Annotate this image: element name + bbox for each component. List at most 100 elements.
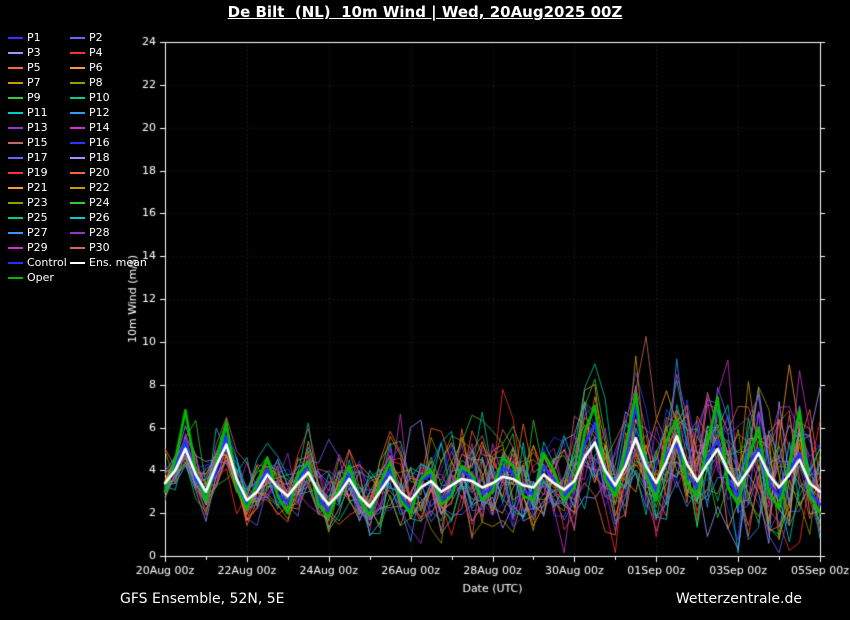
legend-item-p2: P2 xyxy=(70,30,132,45)
legend-item-p11: P11 xyxy=(8,105,70,120)
legend-swatch xyxy=(8,141,23,144)
legend-item-p29: P29 xyxy=(8,240,70,255)
legend-swatch xyxy=(70,66,85,69)
legend-label: P10 xyxy=(89,91,110,104)
legend-swatch xyxy=(8,201,23,204)
legend-label: P22 xyxy=(89,181,110,194)
ensemble-legend: P1 P2 P3 P4 P5 P6 P7 P8 P9 P10 P11 P12 P13 P14 P15 P16 P… xyxy=(8,30,158,285)
legend-swatch xyxy=(70,141,85,144)
legend-swatch xyxy=(70,111,85,114)
legend-item-p27: P27 xyxy=(8,225,70,240)
legend-swatch xyxy=(70,156,85,159)
legend-label: P21 xyxy=(27,181,48,194)
legend-label: Ens. mean xyxy=(89,256,147,269)
legend-item-p5: P5 xyxy=(8,60,70,75)
legend-item-p23: P23 xyxy=(8,195,70,210)
legend-label: P13 xyxy=(27,121,48,134)
legend-item-p13: P13 xyxy=(8,120,70,135)
legend-item-p15: P15 xyxy=(8,135,70,150)
legend-label: P27 xyxy=(27,226,48,239)
legend-label: P29 xyxy=(27,241,48,254)
legend-item-p4: P4 xyxy=(70,45,132,60)
legend-item-p9: P9 xyxy=(8,90,70,105)
legend-item-ens-mean: Ens. mean xyxy=(70,255,148,270)
legend-label: P3 xyxy=(27,46,41,59)
legend-swatch xyxy=(8,36,23,39)
legend-label: P5 xyxy=(27,61,41,74)
legend-swatch xyxy=(70,126,85,129)
legend-item-p20: P20 xyxy=(70,165,132,180)
legend-item-control: Control xyxy=(8,255,70,270)
legend-item-oper: Oper xyxy=(8,270,70,285)
legend-swatch xyxy=(70,171,85,174)
legend-swatch xyxy=(70,96,85,99)
legend-label: Oper xyxy=(27,271,54,284)
legend-label: P8 xyxy=(89,76,103,89)
legend-swatch xyxy=(70,36,85,39)
legend-swatch xyxy=(70,231,85,234)
legend-swatch xyxy=(8,156,23,159)
legend-label: P16 xyxy=(89,136,110,149)
legend-swatch xyxy=(70,261,85,264)
legend-row: P23 P24 xyxy=(8,195,158,210)
legend-label: P30 xyxy=(89,241,110,254)
legend-swatch xyxy=(8,216,23,219)
legend-row: P27 P28 xyxy=(8,225,158,240)
legend-label: P25 xyxy=(27,211,48,224)
legend-label: P24 xyxy=(89,196,110,209)
legend-label: P17 xyxy=(27,151,48,164)
legend-item-p8: P8 xyxy=(70,75,132,90)
legend-item-p10: P10 xyxy=(70,90,132,105)
legend-item-p30: P30 xyxy=(70,240,132,255)
legend-label: P14 xyxy=(89,121,110,134)
legend-label: P9 xyxy=(27,91,41,104)
legend-item-p17: P17 xyxy=(8,150,70,165)
legend-row: Control Ens. mean xyxy=(8,255,158,270)
legend-swatch xyxy=(8,246,23,249)
legend-swatch xyxy=(70,246,85,249)
legend-row: P19 P20 xyxy=(8,165,158,180)
legend-swatch xyxy=(70,201,85,204)
legend-item-p1: P1 xyxy=(8,30,70,45)
legend-swatch xyxy=(70,216,85,219)
legend-swatch xyxy=(70,186,85,189)
legend-item-p28: P28 xyxy=(70,225,132,240)
legend-label: P26 xyxy=(89,211,110,224)
legend-label: P15 xyxy=(27,136,48,149)
legend-swatch xyxy=(8,186,23,189)
legend-row: P11 P12 xyxy=(8,105,158,120)
legend-item-p7: P7 xyxy=(8,75,70,90)
legend-row: P3 P4 xyxy=(8,45,158,60)
legend-label: P20 xyxy=(89,166,110,179)
legend-item-p3: P3 xyxy=(8,45,70,60)
legend-item-p25: P25 xyxy=(8,210,70,225)
legend-label: P4 xyxy=(89,46,103,59)
legend-row: Oper xyxy=(8,270,158,285)
site-credit-label: Wetterzentrale.de xyxy=(675,591,802,607)
legend-label: P7 xyxy=(27,76,41,89)
legend-row: P13 P14 xyxy=(8,120,158,135)
chart-title: De Bilt (NL) 10m Wind | Wed, 20Aug2025 0… xyxy=(227,3,623,21)
legend-swatch xyxy=(8,231,23,234)
legend-item-p16: P16 xyxy=(70,135,132,150)
legend-row: P29 P30 xyxy=(8,240,158,255)
legend-item-p22: P22 xyxy=(70,180,132,195)
legend-item-p12: P12 xyxy=(70,105,132,120)
legend-label: P2 xyxy=(89,31,103,44)
legend-row: P7 P8 xyxy=(8,75,158,90)
legend-swatch xyxy=(8,126,23,129)
legend-label: P1 xyxy=(27,31,41,44)
legend-label: Control xyxy=(27,256,67,269)
legend-label: P11 xyxy=(27,106,48,119)
legend-label: P28 xyxy=(89,226,110,239)
legend-label: P18 xyxy=(89,151,110,164)
legend-swatch xyxy=(8,111,23,114)
legend-label: P6 xyxy=(89,61,103,74)
legend-swatch xyxy=(8,96,23,99)
legend-swatch xyxy=(70,81,85,84)
legend-label: P23 xyxy=(27,196,48,209)
legend-row: P9 P10 xyxy=(8,90,158,105)
legend-item-p14: P14 xyxy=(70,120,132,135)
